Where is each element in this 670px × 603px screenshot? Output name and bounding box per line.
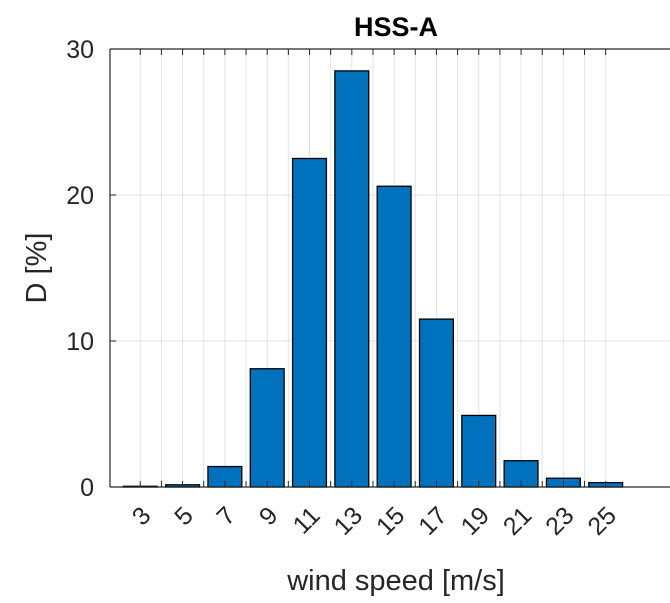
bar-17 [418, 318, 455, 488]
chart-title: HSS-A [354, 12, 438, 42]
y-tick-label: 20 [66, 182, 94, 210]
y-tick-label: 10 [66, 328, 94, 356]
bar-11 [291, 157, 328, 488]
bar-9 [249, 368, 285, 488]
x-axis-title: wind speed [m/s] [286, 565, 505, 597]
y-tick-label: 0 [80, 474, 94, 502]
bar-13 [334, 70, 370, 488]
y-tick-labels: 0 10 20 30 [66, 36, 94, 502]
y-tick-label: 30 [66, 36, 94, 64]
axes [109, 48, 670, 488]
y-axis-title: D [%] [21, 233, 53, 304]
bars [122, 70, 624, 488]
bar-19 [461, 414, 497, 488]
bar-15 [376, 185, 412, 488]
